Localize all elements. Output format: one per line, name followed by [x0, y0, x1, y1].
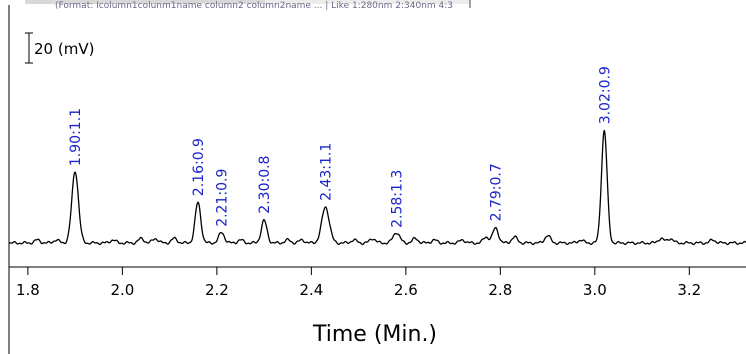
x-tick-label: 3.0	[583, 281, 607, 299]
x-tick-label: 3.2	[677, 281, 701, 299]
peak-label: 2.21:0.9	[215, 169, 231, 227]
x-axis-ticks	[27, 267, 690, 275]
x-tick-label: 2.8	[488, 281, 512, 299]
peak-labels: 1.90:1.1 2.16:0.9 2.21:0.9 2.30:0.8 2.43:1.1…	[68, 66, 613, 228]
x-tick-label: 2.6	[394, 281, 418, 299]
header-text: (Format: Icolumn1colunm1name column2 col…	[55, 1, 453, 11]
x-tick-label: 2.0	[110, 281, 134, 299]
peak-label: 2.30:0.8	[257, 156, 273, 214]
header-strip	[25, 0, 265, 4]
x-axis-tick-labels: 1.8 2.0 2.2 2.4 2.6 2.8 3.0 3.2	[16, 281, 701, 299]
scale-bar: 20 (mV)	[25, 32, 94, 64]
peak-label: 2.79:0.7	[489, 163, 505, 221]
peak-label: 3.02:0.9	[597, 66, 613, 124]
peak-label: 2.16:0.9	[191, 138, 207, 196]
x-tick-label: 1.8	[16, 281, 40, 299]
x-axis-title: Time (Min.)	[312, 322, 437, 347]
header-strip-right	[265, 0, 470, 4]
peak-label: 2.43:1.1	[319, 143, 335, 201]
peak-label: 2.58:1.3	[389, 170, 405, 228]
x-tick-label: 2.2	[205, 281, 229, 299]
peak-label: 1.90:1.1	[68, 108, 84, 166]
chromatogram-trace	[8, 129, 746, 246]
scale-bar-label: 20 (mV)	[34, 40, 94, 58]
x-tick-label: 2.4	[299, 281, 323, 299]
